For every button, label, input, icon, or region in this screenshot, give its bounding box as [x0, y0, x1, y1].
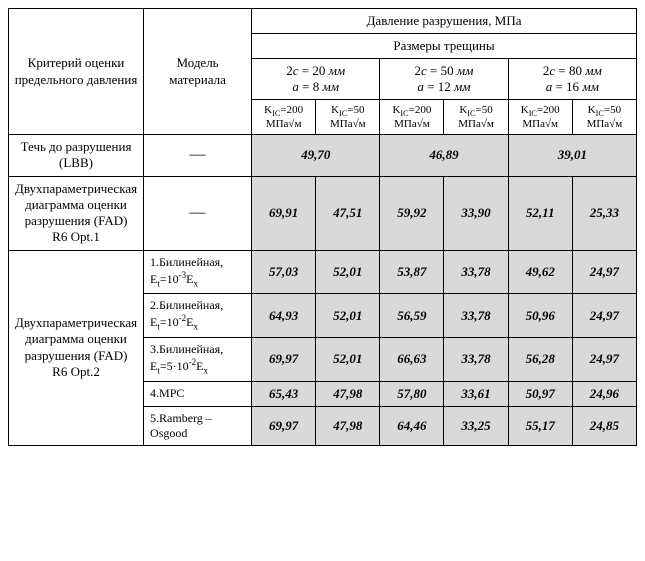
value-cell: 33,61: [444, 381, 508, 406]
col-model: Модель материала: [144, 9, 252, 135]
value-cell: 55,17: [508, 406, 572, 445]
value-cell: 33,78: [444, 337, 508, 381]
value-cell: 33,78: [444, 294, 508, 338]
col-criterion: Критерий оценки предельного давления: [9, 9, 144, 135]
value-cell: 52,01: [316, 250, 380, 294]
table-row: Двухпараметрическая диаграмма оценки раз…: [9, 250, 637, 294]
table-body: Течь до разрушения (LBB)—49,7046,8939,01…: [9, 135, 637, 445]
value-cell: 24,85: [572, 406, 636, 445]
model-cell: —: [144, 176, 252, 250]
table-header: Критерий оценки предельного давления Мод…: [9, 9, 637, 135]
table-row: Двухпараметрическая диаграмма оценки раз…: [9, 176, 637, 250]
value-cell: 69,91: [252, 176, 316, 250]
model-cell: 3.Билинейная, Et=5·10-2Ex: [144, 337, 252, 381]
model-cell: 5.Ramberg – Osgood: [144, 406, 252, 445]
value-cell: 24,96: [572, 381, 636, 406]
value-cell: 64,46: [380, 406, 444, 445]
value-cell: 24,97: [572, 337, 636, 381]
value-cell: 33,90: [444, 176, 508, 250]
value-cell: 52,01: [316, 294, 380, 338]
value-cell: 56,28: [508, 337, 572, 381]
value-cell: 33,78: [444, 250, 508, 294]
value-cell: 25,33: [572, 176, 636, 250]
criterion-cell: Течь до разрушения (LBB): [9, 135, 144, 177]
value-cell: 47,51: [316, 176, 380, 250]
kic-col-1-1: KIC=50 МПа√м: [444, 100, 508, 135]
model-cell: 2.Билинейная, Et=10-2Ex: [144, 294, 252, 338]
failure-pressure-table: Критерий оценки предельного давления Мод…: [8, 8, 637, 446]
value-cell: 57,80: [380, 381, 444, 406]
value-cell: 53,87: [380, 250, 444, 294]
value-cell: 24,97: [572, 250, 636, 294]
value-cell: 47,98: [316, 406, 380, 445]
value-cell: 52,01: [316, 337, 380, 381]
kic-col-1-0: KIC=200 МПа√м: [380, 100, 444, 135]
criterion-cell: Двухпараметрическая диаграмма оценки раз…: [9, 250, 144, 445]
crack-group-1: 2c = 50 ммa = 12 мм: [380, 59, 508, 100]
kic-col-2-1: KIC=50 МПа√м: [572, 100, 636, 135]
value-cell: 59,92: [380, 176, 444, 250]
table-row: Течь до разрушения (LBB)—49,7046,8939,01: [9, 135, 637, 177]
value-cell: 52,11: [508, 176, 572, 250]
model-cell: —: [144, 135, 252, 177]
value-cell: 66,63: [380, 337, 444, 381]
value-cell: 56,59: [380, 294, 444, 338]
value-cell: 50,97: [508, 381, 572, 406]
value-cell: 39,01: [508, 135, 636, 177]
value-cell: 65,43: [252, 381, 316, 406]
value-cell: 64,93: [252, 294, 316, 338]
value-cell: 69,97: [252, 406, 316, 445]
kic-col-0-0: KIC=200 МПа√м: [252, 100, 316, 135]
value-cell: 33,25: [444, 406, 508, 445]
crack-group-2: 2c = 80 ммa = 16 мм: [508, 59, 636, 100]
kic-col-0-1: KIC=50 МПа√м: [316, 100, 380, 135]
criterion-cell: Двухпараметрическая диаграмма оценки раз…: [9, 176, 144, 250]
model-cell: 1.Билинейная, Et=10-3Ex: [144, 250, 252, 294]
model-cell: 4.MPC: [144, 381, 252, 406]
value-cell: 49,62: [508, 250, 572, 294]
value-cell: 46,89: [380, 135, 508, 177]
value-cell: 47,98: [316, 381, 380, 406]
value-cell: 69,97: [252, 337, 316, 381]
col-crack-sizes: Размеры трещины: [252, 34, 637, 59]
col-pressure: Давление разрушения, МПа: [252, 9, 637, 34]
kic-col-2-0: KIC=200 МПа√м: [508, 100, 572, 135]
value-cell: 49,70: [252, 135, 380, 177]
value-cell: 50,96: [508, 294, 572, 338]
value-cell: 57,03: [252, 250, 316, 294]
value-cell: 24,97: [572, 294, 636, 338]
crack-group-0: 2c = 20 ммa = 8 мм: [252, 59, 380, 100]
